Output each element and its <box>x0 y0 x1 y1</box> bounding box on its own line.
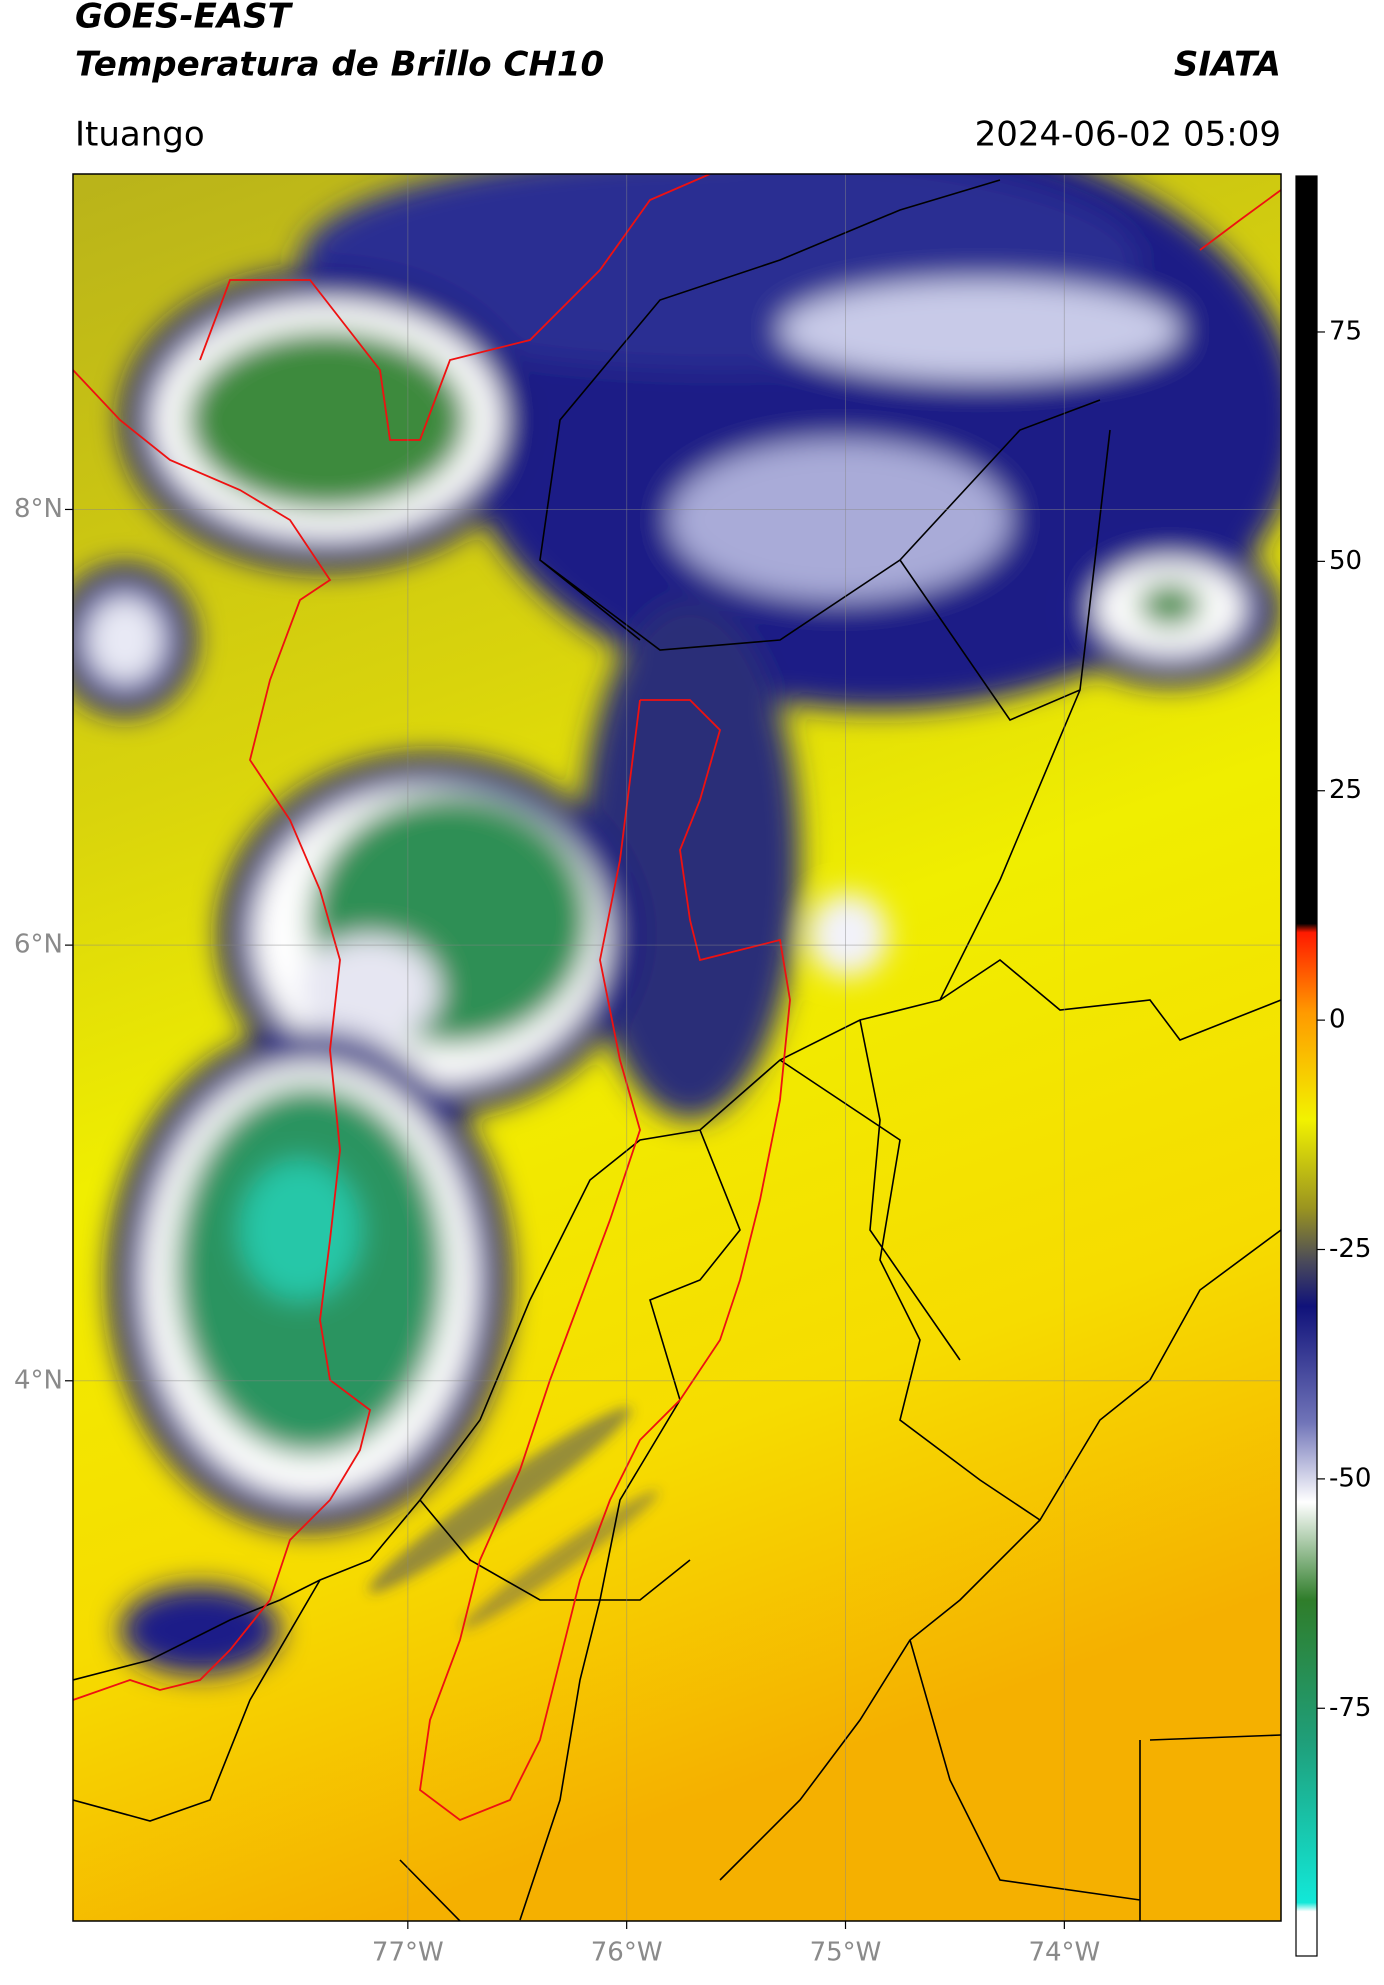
colorbar-tick-label: 25 <box>1329 775 1362 805</box>
x-tick-label: 76°W <box>591 1938 663 1968</box>
x-tick-label: 75°W <box>810 1938 882 1968</box>
cloud-layer <box>73 174 1281 1675</box>
grid <box>73 174 1281 1921</box>
map-frame <box>72 173 1282 1922</box>
x-tick-label: 74°W <box>1028 1938 1100 1968</box>
colorbar-tick-label: -25 <box>1329 1234 1371 1264</box>
satellite-image <box>73 174 1281 1921</box>
colorbar-tick-label: -50 <box>1329 1463 1371 1493</box>
brand: SIATA <box>1174 45 1281 85</box>
colorbar-tick-label: -75 <box>1329 1693 1371 1723</box>
y-tick-label: 6°N <box>14 930 63 960</box>
title: GOES-EAST <box>75 0 294 37</box>
colorbar <box>1295 175 1318 1957</box>
cloud-detail <box>368 1407 659 1630</box>
x-tick-label: 77°W <box>372 1938 444 1968</box>
subtitle: Temperatura de Brillo CH10 <box>75 45 604 85</box>
y-tick-label: 4°N <box>14 1365 63 1395</box>
colorbar-tick-label: 75 <box>1329 316 1362 346</box>
borders <box>73 179 1281 1921</box>
timestamp: 2024-06-02 05:09 <box>975 115 1281 155</box>
colorbar-tick-label: 50 <box>1329 546 1362 576</box>
department-borders <box>73 174 1281 1822</box>
y-tick-label: 8°N <box>14 494 63 524</box>
colorbar-tick-label: 0 <box>1329 1005 1346 1035</box>
location: Ituango <box>75 115 205 155</box>
